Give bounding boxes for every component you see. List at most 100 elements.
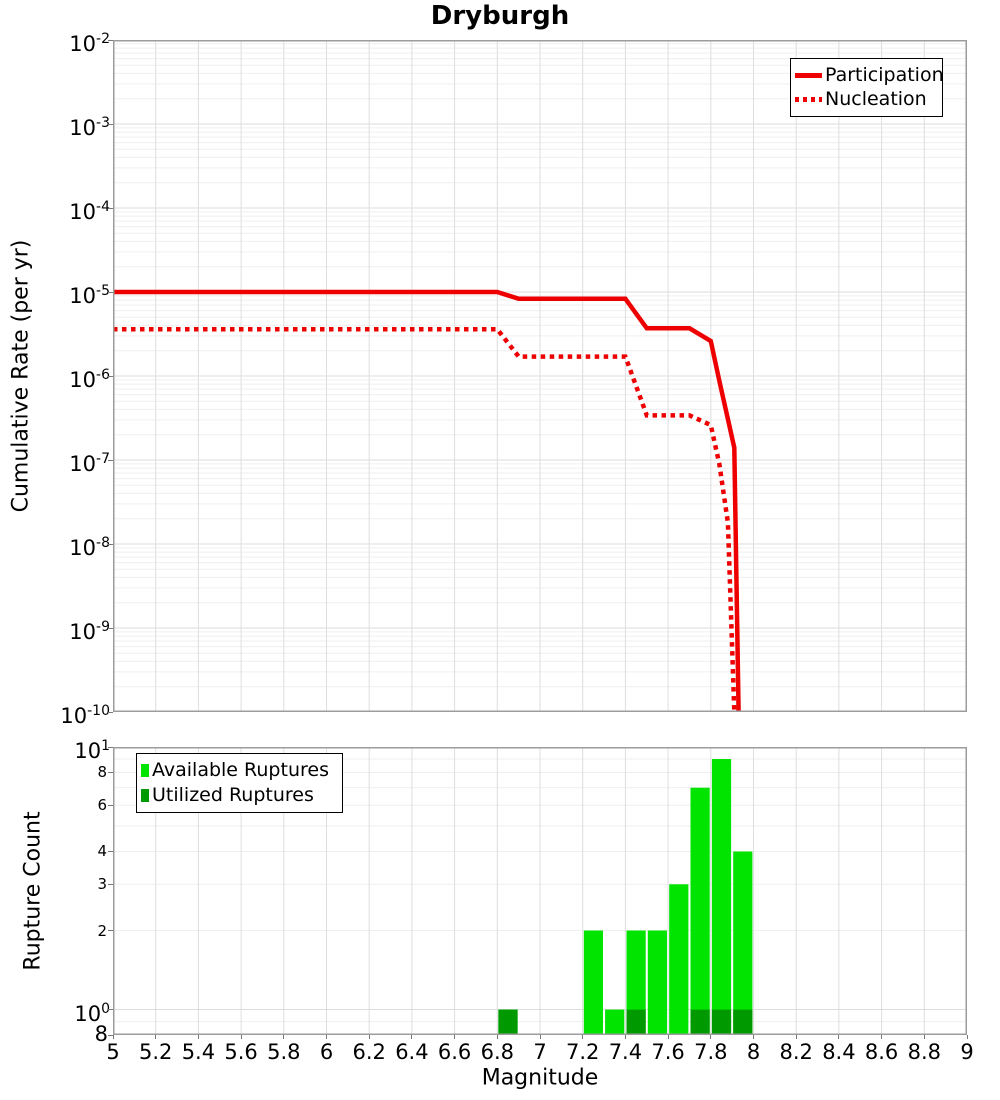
y-tick-label: 100: [74, 1000, 110, 1026]
x-tick-mark: [240, 1035, 242, 1039]
x-tick-mark: [753, 1035, 754, 1039]
x-tick-mark: [582, 1035, 584, 1039]
page-title: Dryburgh: [430, 1, 570, 31]
x-tick-mark: [923, 1035, 925, 1039]
x-tick-label: 5.6: [224, 1040, 258, 1064]
y-tick-mark: [108, 930, 113, 932]
x-tick-mark: [966, 1035, 968, 1039]
rate-chart-svg: [113, 40, 967, 712]
x-tick-label: 7.6: [651, 1040, 685, 1064]
available-bar: [669, 884, 689, 1035]
available-bar: [733, 851, 753, 1035]
x-tick-label: 6.4: [395, 1040, 429, 1064]
x-tick-label: 8.2: [779, 1040, 813, 1064]
x-tick-mark: [411, 1035, 413, 1039]
y-tick-mark: [108, 375, 113, 377]
available-ruptures-marker: [141, 764, 149, 777]
x-tick-label: 6: [319, 1040, 334, 1064]
available-bars-group: [498, 759, 753, 1035]
available-bar: [711, 759, 732, 1035]
x-tick-mark: [326, 1035, 327, 1039]
nucleation-line-marker: [795, 97, 822, 103]
x-tick-mark: [155, 1035, 157, 1039]
y-tick-mark: [108, 883, 113, 885]
x-tick-label: 8.6: [864, 1040, 899, 1064]
y-minor-tick-label: 2: [97, 921, 107, 940]
x-tick-label: 9: [960, 1040, 974, 1064]
x-tick-mark: [795, 1035, 797, 1039]
participation-curve: [113, 289, 741, 712]
y-tick-label: 10-8: [69, 535, 110, 560]
x-tick-mark: [112, 1035, 114, 1039]
nucleation-curve: [113, 327, 737, 712]
y-tick-mark: [108, 291, 113, 293]
x-tick-mark: [539, 1035, 541, 1039]
utilized-bar: [626, 1009, 646, 1035]
available-bar: [647, 930, 667, 1035]
utilized-ruptures-marker: [141, 789, 149, 802]
x-tick-label: 5.8: [267, 1040, 301, 1064]
y-tick-mark: [108, 771, 113, 773]
legend-item-utilized: Utilized Ruptures: [141, 785, 338, 806]
utilized-bar: [711, 1009, 732, 1035]
x-axis-label: Magnitude: [481, 1065, 599, 1091]
y-tick-label: 10-5: [69, 283, 110, 308]
y-tick-mark: [108, 39, 113, 41]
y-tick-mark: [108, 804, 113, 806]
y-tick-label: 101: [74, 738, 110, 763]
y-tick-label: 10-9: [69, 619, 110, 644]
legend-label-participation: Participation: [825, 63, 944, 86]
x-tick-mark: [197, 1035, 199, 1039]
y-tick-label: 10-6: [69, 367, 110, 392]
x-tick-label: 5.2: [138, 1040, 173, 1064]
y-tick-mark: [108, 543, 113, 545]
rate-legend: Participation Nucleation: [790, 58, 944, 117]
y-tick-label: 10-10: [60, 703, 110, 728]
x-tick-mark: [881, 1035, 883, 1039]
legend-label-available: Available Ruptures: [152, 759, 329, 781]
y-tick-mark: [108, 711, 113, 713]
x-tick-label: 8.4: [822, 1040, 856, 1064]
y-tick-label: 10-3: [69, 115, 110, 140]
y-tick-mark: [108, 207, 113, 209]
x-tick-mark: [710, 1035, 712, 1039]
available-bar: [583, 930, 603, 1035]
available-bar: [626, 930, 646, 1035]
y-minor-tick-label: 4: [97, 842, 107, 861]
legend-item-nucleation: Nucleation: [795, 89, 938, 110]
x-tick-label: 5.4: [181, 1040, 216, 1064]
x-tick-label: 7.2: [565, 1040, 600, 1064]
y-tick-mark: [108, 1034, 113, 1036]
x-tick-mark: [368, 1035, 370, 1039]
panel-border: [113, 747, 967, 1035]
participation-line-marker: [795, 72, 822, 78]
x-tick-mark: [838, 1035, 840, 1039]
y-tick-mark: [108, 627, 113, 629]
x-tick-mark: [667, 1035, 669, 1039]
x-tick-label: 8.8: [907, 1040, 941, 1064]
x-tick-label: 7.8: [694, 1040, 728, 1064]
x-tick-mark: [624, 1035, 626, 1039]
y-tick-label: 8: [94, 1022, 108, 1046]
y-minor-tick-label: 3: [97, 875, 107, 894]
y-minor-tick-label: 6: [97, 796, 107, 815]
y-tick-mark: [108, 459, 113, 461]
x-tick-label: 7: [533, 1040, 547, 1064]
available-bar: [605, 1009, 625, 1035]
x-tick-label: 5: [106, 1040, 120, 1064]
legend-item-available: Available Ruptures: [141, 760, 338, 781]
y-tick-mark: [108, 746, 113, 748]
x-tick-label: 7.4: [608, 1040, 643, 1064]
x-tick-mark: [454, 1035, 456, 1039]
y-minor-tick-label: 8: [97, 763, 107, 782]
utilized-bar: [690, 1009, 710, 1035]
y-tick-label: 10-4: [69, 199, 110, 224]
y-tick-label: 10-2: [69, 31, 110, 56]
utilized-bars-group: [498, 1009, 753, 1035]
legend-item-participation: Participation: [795, 64, 944, 86]
x-tick-mark: [283, 1035, 285, 1039]
x-tick-label: 8: [746, 1040, 761, 1064]
available-bar: [690, 787, 710, 1035]
legend-label-nucleation: Nucleation: [825, 88, 927, 111]
